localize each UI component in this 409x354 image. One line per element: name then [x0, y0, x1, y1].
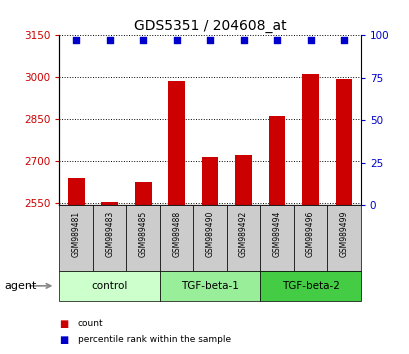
Bar — [260, 205, 293, 271]
Point — [240, 38, 246, 43]
Bar — [260, 271, 360, 301]
Point — [307, 38, 313, 43]
Point — [273, 38, 280, 43]
Point — [73, 38, 79, 43]
Point — [340, 38, 346, 43]
Text: count: count — [78, 319, 103, 329]
Text: TGF-beta-2: TGF-beta-2 — [281, 281, 339, 291]
Point — [173, 38, 180, 43]
Bar — [335, 79, 352, 205]
Bar — [59, 205, 93, 271]
Bar — [201, 156, 218, 205]
Title: GDS5351 / 204608_at: GDS5351 / 204608_at — [133, 19, 286, 33]
Text: percentile rank within the sample: percentile rank within the sample — [78, 335, 230, 344]
Text: TGF-beta-1: TGF-beta-1 — [181, 281, 238, 291]
Bar — [59, 271, 160, 301]
Text: GSM989483: GSM989483 — [105, 211, 114, 257]
Text: agent: agent — [4, 281, 36, 291]
Bar — [193, 205, 226, 271]
Bar — [93, 205, 126, 271]
Text: ■: ■ — [59, 335, 69, 345]
Bar — [235, 155, 252, 205]
Bar — [126, 205, 160, 271]
Bar — [293, 205, 326, 271]
Text: ■: ■ — [59, 319, 69, 329]
Bar — [226, 205, 260, 271]
Text: GSM989481: GSM989481 — [72, 211, 81, 257]
Bar — [101, 202, 118, 205]
Bar — [67, 178, 84, 205]
Bar — [168, 81, 184, 205]
Text: GSM989488: GSM989488 — [172, 211, 181, 257]
Point — [207, 38, 213, 43]
Text: GSM989496: GSM989496 — [306, 211, 314, 257]
Text: GSM989492: GSM989492 — [238, 211, 247, 257]
Bar — [160, 205, 193, 271]
Bar — [135, 182, 151, 205]
Text: GSM989490: GSM989490 — [205, 211, 214, 257]
Bar — [268, 116, 285, 205]
Point — [139, 38, 146, 43]
Text: GSM989499: GSM989499 — [339, 211, 348, 257]
Bar — [326, 205, 360, 271]
Point — [106, 38, 113, 43]
Text: control: control — [91, 281, 128, 291]
Bar — [160, 271, 260, 301]
Text: GSM989485: GSM989485 — [138, 211, 147, 257]
Text: GSM989494: GSM989494 — [272, 211, 281, 257]
Bar — [301, 74, 318, 205]
